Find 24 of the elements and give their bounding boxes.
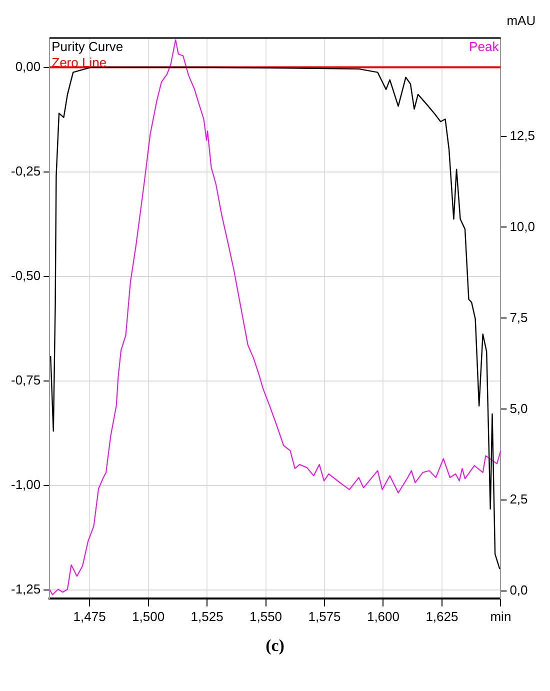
x-tick-label: 1,625 — [426, 608, 458, 624]
y2-tick-label: 12,5 — [510, 128, 536, 143]
y2-tick-label: 5,0 — [510, 400, 528, 416]
y2-tick-label: 0,0 — [510, 582, 528, 598]
x-tick-label: min — [490, 608, 512, 624]
x-tick-label: 1,575 — [308, 608, 341, 624]
y-tick-label: -0,25 — [10, 163, 41, 178]
y2-axis-title: mAU — [506, 13, 536, 28]
text: Peak — [469, 39, 500, 54]
x-tick-label: 1,500 — [132, 608, 165, 624]
y2-tick-label: 7,5 — [510, 310, 528, 325]
y-tick-label: 0,00 — [15, 58, 41, 74]
y-tick-label: -0,50 — [10, 268, 41, 283]
y-tick-label: -1,25 — [10, 582, 41, 597]
x-tick-label: 1,475 — [73, 608, 106, 624]
y2-tick-label: 2,5 — [510, 492, 528, 507]
y2-tick-label: 10,0 — [510, 218, 536, 234]
x-tick-label: 1,525 — [190, 608, 224, 624]
x-tick-label: 1,550 — [249, 608, 282, 624]
x-tick-label: 1,600 — [366, 608, 400, 624]
series-label: Purity Curve — [52, 39, 124, 54]
y-tick-label: -1,00 — [10, 477, 41, 492]
text: (c) — [264, 636, 286, 656]
y-tick-label: -0,75 — [10, 372, 41, 388]
